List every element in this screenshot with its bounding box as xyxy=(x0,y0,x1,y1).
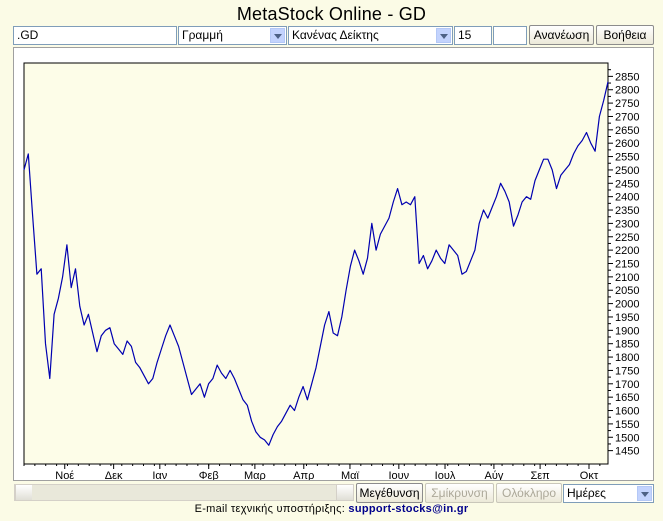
y-tick-label: 1500 xyxy=(615,432,639,444)
x-tick-label: Σεπ xyxy=(530,470,550,480)
x-tick-label: Φεβ xyxy=(199,470,219,480)
x-tick-label: Νοέ xyxy=(55,470,74,480)
symbol-input[interactable]: .GD xyxy=(13,26,177,45)
y-tick-label: 2450 xyxy=(615,178,639,190)
y-tick-label: 1550 xyxy=(615,419,639,431)
y-tick-label: 1800 xyxy=(615,352,639,364)
help-button[interactable]: Βοήθεια xyxy=(596,25,654,45)
x-tick-label: Ιαν xyxy=(152,470,167,480)
chevron-down-icon[interactable] xyxy=(270,28,285,43)
y-tick-label: 1650 xyxy=(615,392,639,404)
chevron-down-icon[interactable] xyxy=(637,486,652,501)
x-tick-label: Ιουλ xyxy=(435,470,456,480)
chart-type-selected: Γραμμή xyxy=(182,28,223,42)
chart-type-select[interactable]: Γραμμή xyxy=(178,26,287,45)
y-tick-label: 2200 xyxy=(615,245,639,257)
indicator-select[interactable]: Κανένας Δείκτης xyxy=(288,26,453,45)
zoom-in-button[interactable]: Μεγέθυνση xyxy=(356,483,423,503)
y-tick-label: 1450 xyxy=(615,446,639,458)
price-series-line xyxy=(23,81,609,446)
y-tick-label: 1950 xyxy=(615,312,639,324)
x-tick-label: Απρ xyxy=(293,470,314,480)
extra-input[interactable] xyxy=(493,26,527,45)
footer: E-mail τεχνικής υποστήριξης: support-sto… xyxy=(0,503,663,515)
period-input[interactable]: 15 xyxy=(454,26,492,45)
page-title: MetaStock Online - GD xyxy=(236,4,427,24)
y-tick-label: 2300 xyxy=(615,218,639,230)
footer-label: E-mail τεχνικής υποστήριξης: xyxy=(194,503,346,515)
y-tick-label: 2400 xyxy=(615,192,639,204)
y-tick-label: 2250 xyxy=(615,232,639,244)
interval-selected: Ημέρες xyxy=(567,486,606,500)
scroll-left-button[interactable] xyxy=(15,485,32,500)
y-tick-label: 1700 xyxy=(615,379,639,391)
y-tick-label: 2850 xyxy=(615,71,639,83)
y-tick-label: 2550 xyxy=(615,152,639,164)
y-tick-label: 2100 xyxy=(615,272,639,284)
y-tick-label: 2050 xyxy=(615,285,639,297)
indicator-selected: Κανένας Δείκτης xyxy=(292,28,379,42)
y-tick-label: 2000 xyxy=(615,299,639,311)
x-tick-label: Μαϊ xyxy=(341,470,360,480)
x-tick-label: Ιουν xyxy=(388,470,409,480)
plot-area xyxy=(23,62,609,465)
y-tick-label: 2650 xyxy=(615,125,639,137)
refresh-button[interactable]: Ανανέωση xyxy=(529,25,594,45)
x-tick-label: Μαρ xyxy=(244,470,266,480)
y-tick-label: 2700 xyxy=(615,111,639,123)
y-tick-label: 1850 xyxy=(615,339,639,351)
scroll-right-button[interactable] xyxy=(336,485,353,500)
chart-frame: 1450 1500 1550 1600 1650 1700 1750 1800 1850 1900… xyxy=(13,47,654,481)
x-tick-label: Αύγ xyxy=(484,470,503,480)
y-tick-label: 2500 xyxy=(615,165,639,177)
support-email-link[interactable]: support-stocks@in.gr xyxy=(348,503,469,515)
x-tick-label: Δεκ xyxy=(105,470,123,480)
y-tick-label: 2600 xyxy=(615,138,639,150)
y-tick-label: 2350 xyxy=(615,205,639,217)
y-tick-label: 2800 xyxy=(615,85,639,97)
y-tick-label: 2150 xyxy=(615,259,639,271)
zoom-out-button[interactable]: Σμίκρυνση xyxy=(425,483,494,503)
chevron-down-icon[interactable] xyxy=(436,28,451,43)
x-tick-label: Οκτ xyxy=(580,470,599,480)
y-tick-label: 1750 xyxy=(615,365,639,377)
y-tick-label: 1600 xyxy=(615,406,639,418)
full-view-button[interactable]: Ολόκληρο xyxy=(496,483,562,503)
y-tick-label: 1900 xyxy=(615,325,639,337)
y-tick-label: 2750 xyxy=(615,98,639,110)
horizontal-scrollbar[interactable] xyxy=(14,484,354,501)
interval-select[interactable]: Ημέρες xyxy=(563,484,654,503)
